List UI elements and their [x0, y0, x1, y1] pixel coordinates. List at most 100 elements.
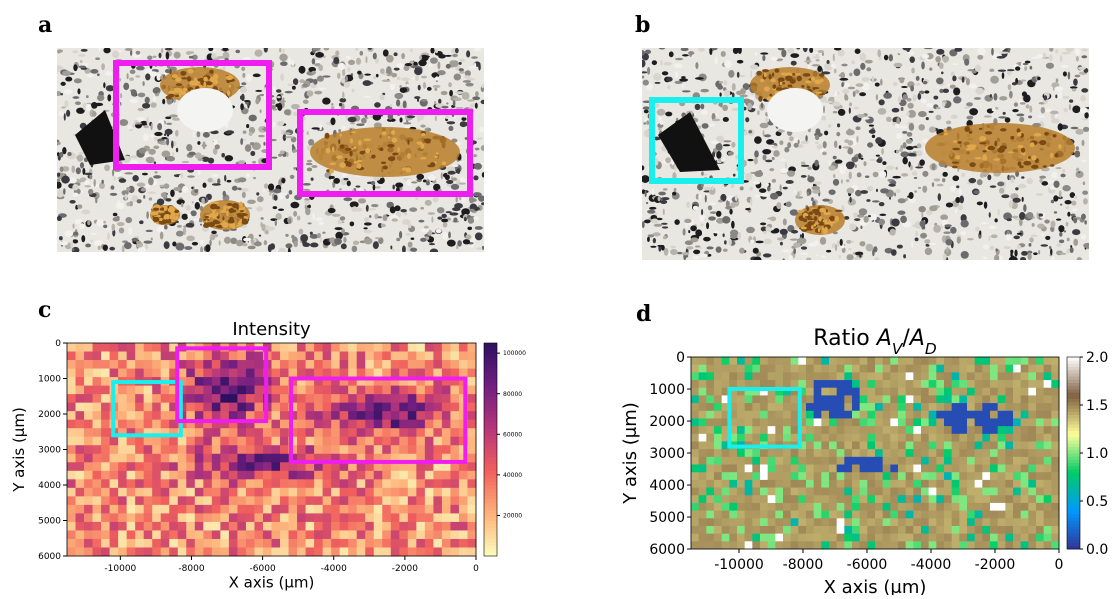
heatmap-cell — [135, 488, 144, 497]
grain — [721, 158, 726, 162]
grain — [812, 87, 819, 89]
grain — [1017, 233, 1023, 235]
grain — [84, 185, 91, 187]
heatmap-cell — [212, 428, 221, 437]
heatmap-cell — [93, 454, 102, 463]
heatmap-cell — [348, 428, 357, 437]
heatmap-cell — [203, 394, 212, 403]
grain — [1020, 257, 1026, 262]
heatmap-cell — [806, 457, 814, 465]
heatmap-cell — [365, 420, 374, 429]
grain — [828, 212, 831, 215]
grain — [752, 106, 758, 109]
grain — [390, 104, 393, 107]
grain — [455, 91, 464, 94]
grain — [1017, 245, 1021, 249]
heatmap-cell — [101, 522, 110, 531]
grain — [834, 69, 837, 73]
heatmap-cell — [101, 454, 110, 463]
grain — [180, 71, 186, 76]
grain — [839, 145, 842, 149]
grain — [921, 212, 923, 218]
heatmap-cell — [178, 530, 187, 539]
heatmap-cell — [391, 437, 400, 446]
heatmap-cell — [752, 357, 760, 365]
grain — [911, 67, 915, 73]
heatmap-cell — [246, 496, 255, 505]
heatmap-cell — [791, 403, 799, 411]
grain — [783, 258, 785, 261]
heatmap-cell — [272, 369, 281, 378]
micrograph — [639, 45, 1093, 264]
heatmap-cell — [314, 488, 323, 497]
grain — [126, 202, 130, 206]
grain — [992, 108, 996, 111]
grain — [203, 82, 206, 88]
grain — [482, 84, 484, 88]
heatmap-cell — [254, 386, 263, 395]
heatmap-cell — [306, 445, 315, 454]
heatmap-cell — [442, 471, 451, 480]
heatmap-cell — [450, 394, 459, 403]
colorbar-segment — [484, 435, 497, 439]
heatmap-cell — [382, 394, 391, 403]
grain — [746, 227, 755, 233]
heatmap-cell — [374, 343, 383, 352]
heatmap-cell — [442, 505, 451, 514]
grain — [213, 220, 218, 224]
grain — [438, 99, 441, 104]
grain — [834, 140, 838, 147]
heatmap-cell — [127, 547, 136, 556]
colorbar-segment — [484, 503, 497, 507]
heatmap-cell — [93, 352, 102, 361]
heatmap-cell — [729, 449, 737, 457]
grain — [388, 136, 390, 139]
heatmap-cell — [714, 434, 722, 442]
heatmap-cell — [297, 496, 306, 505]
grain — [924, 90, 929, 93]
heatmap-cell — [821, 388, 829, 396]
heatmap-cell — [178, 547, 187, 556]
heatmap-cell — [699, 411, 707, 419]
heatmap-cell — [340, 394, 349, 403]
heatmap-cell — [246, 386, 255, 395]
heatmap-cell — [416, 471, 425, 480]
grain — [902, 131, 907, 134]
heatmap-cell — [263, 437, 272, 446]
grain — [663, 62, 672, 66]
grain — [232, 186, 238, 191]
heatmap-cell — [722, 488, 730, 496]
grain — [640, 190, 648, 193]
grain — [169, 206, 174, 209]
grain — [807, 176, 814, 182]
grain — [465, 83, 473, 87]
heatmap-cell — [775, 449, 783, 457]
heatmap-cell — [357, 479, 366, 488]
y-tick-label: 3000 — [38, 446, 61, 456]
grain — [872, 76, 874, 81]
heatmap-cell — [729, 534, 737, 542]
grain — [435, 77, 439, 81]
grain — [1045, 236, 1050, 240]
heatmap-cell — [101, 360, 110, 369]
grain — [425, 141, 430, 143]
heatmap-cell — [714, 472, 722, 480]
grain — [363, 227, 367, 229]
heatmap-cell — [450, 369, 459, 378]
heatmap-cell — [254, 539, 263, 548]
grain — [144, 240, 153, 243]
heatmap-cell — [691, 441, 699, 449]
grain — [1056, 78, 1059, 82]
grain — [932, 163, 936, 170]
grain — [969, 131, 972, 134]
heatmap-cell — [699, 426, 707, 434]
heatmap-cell — [67, 471, 76, 480]
heatmap-cell — [84, 411, 93, 420]
colorbar-segment — [484, 410, 497, 414]
heatmap-cell — [706, 541, 714, 549]
heatmap-cell — [806, 418, 814, 426]
grain — [171, 141, 174, 149]
heatmap-cell — [323, 403, 332, 412]
heatmap-cell — [365, 403, 374, 412]
heatmap-cell — [340, 488, 349, 497]
